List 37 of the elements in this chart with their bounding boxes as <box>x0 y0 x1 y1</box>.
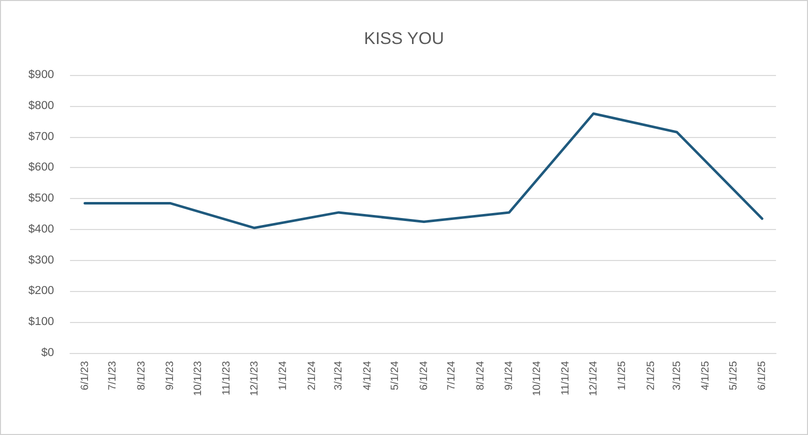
x-tick-label: 7/1/23 <box>106 360 119 390</box>
x-tick-label: 4/1/25 <box>700 360 712 390</box>
x-tick-label: 10/1/23 <box>192 360 204 396</box>
x-tick-label: 1/1/24 <box>277 360 290 390</box>
x-tick-label: 12/1/24 <box>587 360 600 396</box>
x-tick-label: 9/1/24 <box>503 360 516 390</box>
x-tick-label: 10/1/24 <box>530 360 543 396</box>
y-tick-label: $300 <box>28 254 54 266</box>
y-tick-label: $700 <box>28 130 54 143</box>
x-tick-label: 8/1/24 <box>474 360 486 390</box>
x-tick-label: 5/1/25 <box>727 360 740 390</box>
x-tick-label: 12/1/23 <box>248 360 260 396</box>
x-tick-label: 6/1/25 <box>756 360 768 390</box>
x-tick-label: 3/1/25 <box>670 360 683 390</box>
x-tick-label: 11/1/24 <box>560 360 572 396</box>
y-tick-label: $500 <box>28 192 54 205</box>
y-tick-label: $400 <box>28 223 54 236</box>
chart-title: KISS YOU <box>364 29 444 48</box>
y-tick-label: $900 <box>28 69 54 81</box>
x-tick-label: 4/1/24 <box>361 360 374 390</box>
y-tick-label: $600 <box>28 162 54 174</box>
x-tick-label: 9/1/23 <box>164 360 176 390</box>
y-tick-label: $800 <box>28 100 54 112</box>
y-tick-label: $0 <box>41 347 54 359</box>
x-tick-label: 8/1/23 <box>135 360 148 390</box>
x-tick-label: 7/1/24 <box>446 360 458 390</box>
x-tick-label: 5/1/24 <box>389 360 402 390</box>
x-tick-label: 6/1/23 <box>78 360 91 390</box>
x-tick-label: 2/1/24 <box>306 360 318 390</box>
line-series <box>84 112 764 230</box>
x-tick-label: 1/1/25 <box>616 360 628 390</box>
x-tick-label: 3/1/24 <box>332 360 345 390</box>
y-tick-label: $200 <box>28 285 54 298</box>
y-tick-label: $100 <box>28 316 54 328</box>
x-tick-label: 6/1/24 <box>418 360 430 390</box>
x-tick-label: 11/1/23 <box>220 360 233 396</box>
x-tick-label: 2/1/25 <box>644 360 657 390</box>
